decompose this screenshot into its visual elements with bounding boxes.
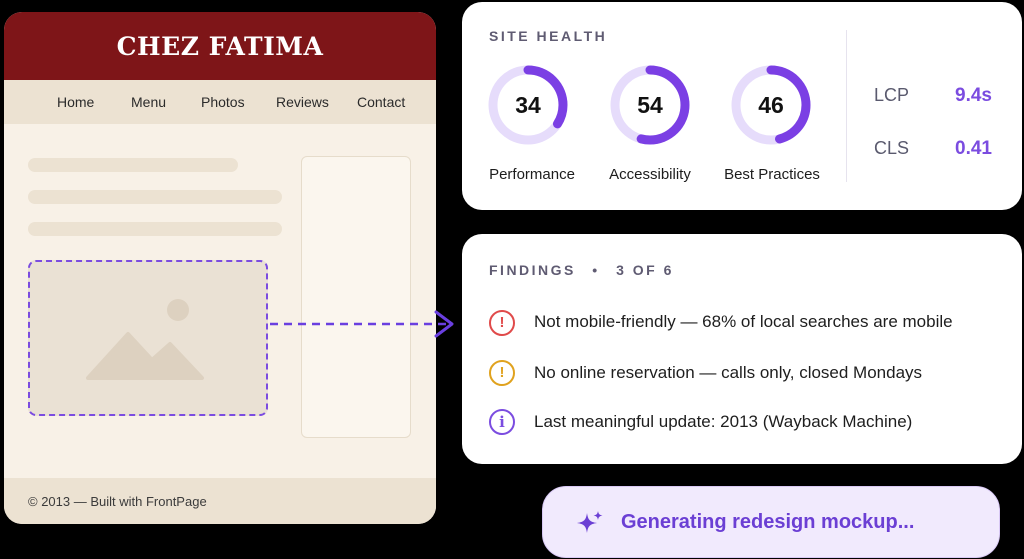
performance-label: Performance [489, 166, 575, 183]
generating-text: Generating redesign mockup... [621, 511, 915, 533]
site-health-heading: SITE HEALTH [489, 28, 608, 44]
cls-value: 0.41 [955, 138, 992, 159]
best-practices-score: 46 [758, 92, 784, 118]
nav-photos[interactable]: Photos [201, 94, 245, 110]
findings-card: FINDINGS • 3 OF 6 ! Not mobile-friendly … [462, 234, 1022, 464]
site-health-card: SITE HEALTH 34 Performance 54 Accessibil… [462, 2, 1022, 210]
site-body [4, 124, 436, 479]
gauge-fill [610, 65, 690, 145]
accessibility-gauge: 54 [609, 64, 691, 146]
findings-title: FINDINGS [489, 262, 576, 278]
gauge-fill [731, 65, 811, 145]
site-title: CHEZ FATIMA [116, 31, 324, 61]
text-placeholder-line [28, 190, 282, 204]
old-website-preview: CHEZ FATIMA Home Menu Photos Reviews Con… [4, 12, 436, 524]
nav-home[interactable]: Home [57, 94, 95, 110]
footer-text: © 2013 — Built with FrontPage [28, 493, 207, 509]
nav-contact[interactable]: Contact [357, 94, 406, 110]
warning-icon: ! [489, 360, 515, 386]
performance-score: 34 [515, 92, 541, 118]
cls-label: CLS [874, 138, 910, 158]
best-practices-gauge: 46 [730, 64, 812, 146]
connector-arrow [270, 310, 454, 338]
performance-gauge: 34 [487, 64, 569, 146]
sparkle-icon [577, 511, 603, 533]
findings-separator: • [592, 262, 600, 278]
generating-status: Generating redesign mockup... [542, 486, 1000, 558]
site-header: CHEZ FATIMA [4, 12, 436, 80]
accessibility-label: Accessibility [609, 166, 691, 183]
image-placeholder [28, 260, 268, 416]
text-placeholder-line [28, 222, 282, 236]
site-nav: Home Menu Photos Reviews Contact [4, 80, 436, 124]
image-icon [86, 299, 204, 380]
finding-item: No online reservation — calls only, clos… [534, 363, 923, 382]
gauge-fill [488, 65, 568, 145]
findings-count: 3 OF 6 [616, 262, 674, 278]
divider [846, 30, 847, 182]
text-placeholder-line [28, 158, 238, 172]
lcp-value: 9.4s [955, 85, 992, 106]
best-practices-label: Best Practices [724, 166, 820, 183]
finding-item: Last meaningful update: 2013 (Wayback Ma… [534, 412, 913, 431]
finding-item: Not mobile-friendly — 68% of local searc… [534, 312, 953, 331]
sidebar-placeholder [301, 156, 411, 438]
site-footer: © 2013 — Built with FrontPage [4, 478, 436, 524]
accessibility-score: 54 [637, 92, 663, 118]
lcp-label: LCP [874, 85, 910, 105]
nav-reviews[interactable]: Reviews [276, 94, 329, 110]
nav-menu[interactable]: Menu [131, 94, 167, 110]
info-icon: i [489, 409, 515, 435]
error-icon: ! [489, 310, 515, 336]
findings-heading: FINDINGS • 3 OF 6 [489, 262, 674, 278]
